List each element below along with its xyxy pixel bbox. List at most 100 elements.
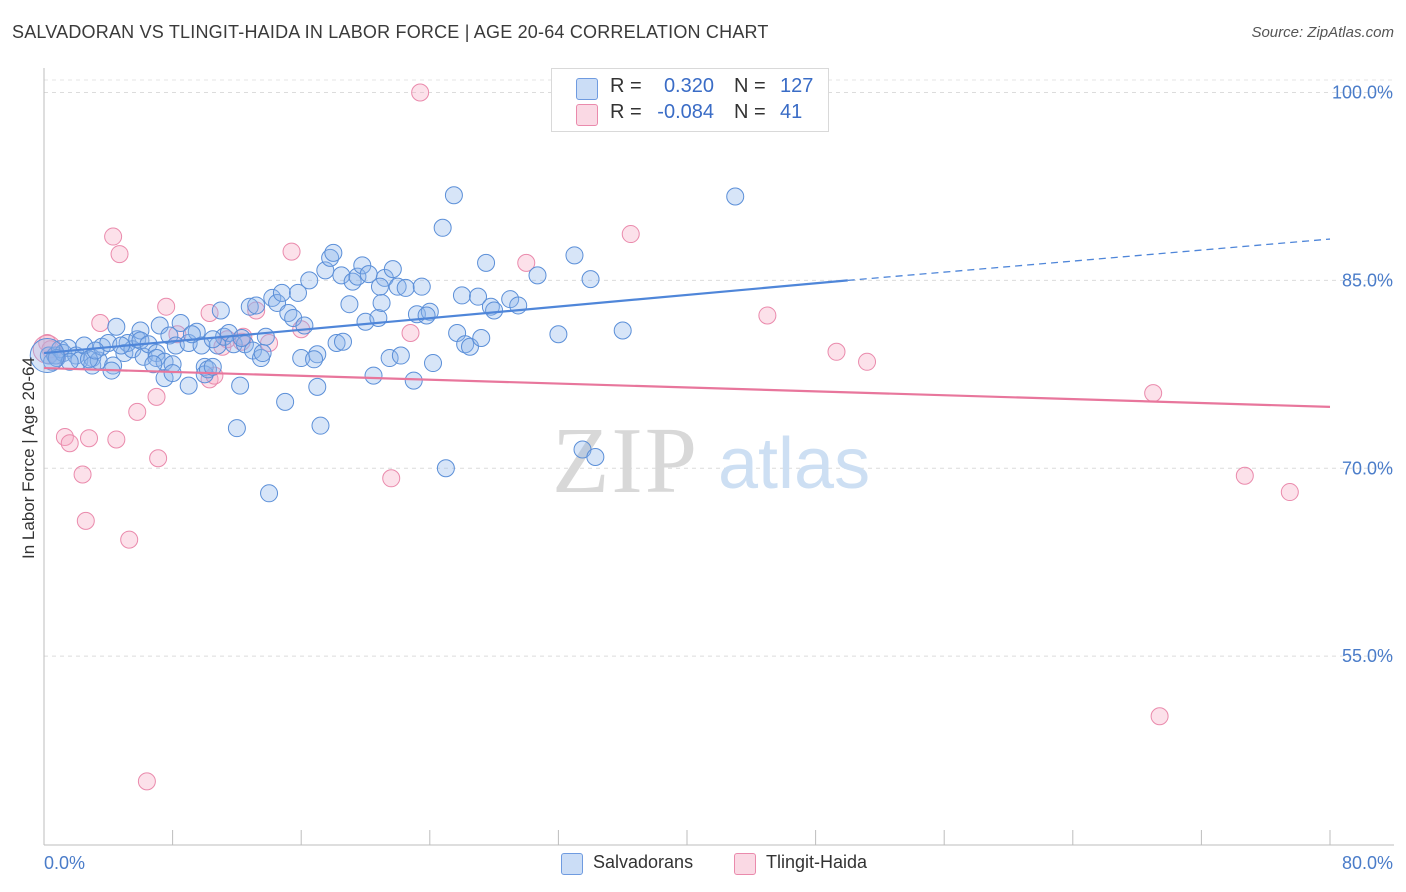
bottom-legend-swatch-tlingit-haida (734, 853, 756, 875)
y-tick-label: 85.0% (1342, 270, 1393, 290)
source-label: Source: ZipAtlas.com (1251, 24, 1394, 41)
data-point (433, 218, 452, 237)
data-point (321, 248, 340, 267)
bottom-legend-label-tlingit-haida: Tlingit-Haida (766, 852, 868, 872)
data-point (157, 297, 176, 316)
data-point (55, 427, 74, 446)
data-point (104, 227, 123, 246)
data-point (370, 277, 389, 296)
data-point (110, 245, 129, 264)
data-point (160, 326, 179, 345)
correlation-legend: R = 0.320 N = 127 R = -0.084 N = 41 (551, 68, 829, 132)
legend-swatch-tlingit-haida (576, 104, 598, 126)
data-point (147, 387, 166, 406)
watermark-zip: ZIP (552, 409, 699, 513)
data-point (120, 530, 139, 549)
chart-title: SALVADORAN VS TLINGIT-HAIDA IN LABOR FOR… (12, 22, 769, 42)
series-salvadorans-points (29, 186, 745, 503)
data-point (80, 350, 99, 369)
data-point (565, 246, 584, 265)
data-point (517, 253, 536, 272)
data-point (452, 286, 471, 305)
data-point (240, 297, 259, 316)
data-point (477, 253, 496, 272)
data-point (305, 350, 324, 369)
data-point (383, 260, 402, 279)
data-point (247, 296, 266, 315)
data-point (107, 430, 126, 449)
data-point (308, 377, 327, 396)
y-tick-label: 70.0% (1342, 458, 1393, 478)
x-tick-label: 80.0% (1342, 853, 1393, 873)
data-point (827, 342, 846, 361)
legend-row-tlingit-haida: R = -0.084 N = 41 (552, 101, 802, 127)
legend-swatch-salvadorans (576, 78, 598, 100)
data-point (353, 256, 372, 275)
data-point (150, 316, 169, 335)
data-point (549, 325, 568, 344)
data-point (586, 447, 605, 466)
trend-line-salvadorans-extension (847, 238, 1331, 282)
legend-n-label: N = (734, 101, 766, 123)
data-point (256, 327, 275, 346)
data-point (149, 449, 168, 468)
data-point (343, 272, 362, 291)
y-tick-label: 100.0% (1332, 83, 1393, 103)
data-point (858, 352, 877, 371)
data-point (211, 301, 230, 320)
data-point (282, 242, 301, 261)
data-point (436, 459, 455, 478)
bottom-legend-label-salvadorans: Salvadorans (593, 852, 694, 872)
data-point (1144, 384, 1163, 403)
data-point (231, 376, 250, 395)
data-point (253, 344, 272, 363)
data-point (80, 429, 99, 448)
data-point (372, 293, 391, 312)
data-point (424, 354, 443, 373)
data-point (131, 321, 150, 340)
data-point (200, 303, 219, 322)
legend-r-label: R = (610, 101, 642, 123)
legend-row-salvadorans: R = 0.320 N = 127 (552, 75, 813, 101)
data-point (417, 306, 436, 325)
trend-lines (43, 238, 1331, 408)
legend-n-value: 127 (780, 75, 814, 97)
data-point (60, 434, 79, 453)
data-point (396, 278, 415, 297)
trend-line-salvadorans (43, 279, 848, 355)
data-point (1150, 707, 1169, 726)
data-point (232, 329, 251, 348)
data-point (279, 303, 298, 322)
data-point (391, 346, 410, 365)
bottom-legend-swatch-salvadorans (561, 853, 583, 875)
data-point (327, 334, 346, 353)
data-point (581, 270, 600, 289)
trend-line-tlingit-haida (43, 366, 1331, 408)
data-point (1235, 466, 1254, 485)
data-point (456, 335, 475, 354)
data-point (324, 243, 343, 262)
data-point (260, 484, 279, 503)
data-point (288, 283, 307, 302)
data-point (380, 349, 399, 368)
data-point (268, 293, 287, 312)
data-point (444, 186, 463, 205)
data-point (1280, 483, 1299, 502)
data-point (401, 323, 420, 342)
data-point (203, 357, 222, 376)
data-point (485, 301, 504, 320)
y-axis-label: In Labor Force | Age 20-64 (19, 357, 38, 559)
data-point (332, 266, 351, 285)
data-point (472, 329, 491, 348)
data-point (91, 313, 110, 332)
legend-r-label: R = (610, 75, 642, 97)
data-point (333, 332, 352, 351)
data-point (73, 465, 92, 484)
series-tlingit-haida-points (32, 83, 1299, 791)
data-point (308, 345, 327, 364)
data-point (364, 366, 383, 385)
data-point (171, 313, 190, 332)
data-point (412, 277, 431, 296)
data-point (348, 267, 367, 286)
